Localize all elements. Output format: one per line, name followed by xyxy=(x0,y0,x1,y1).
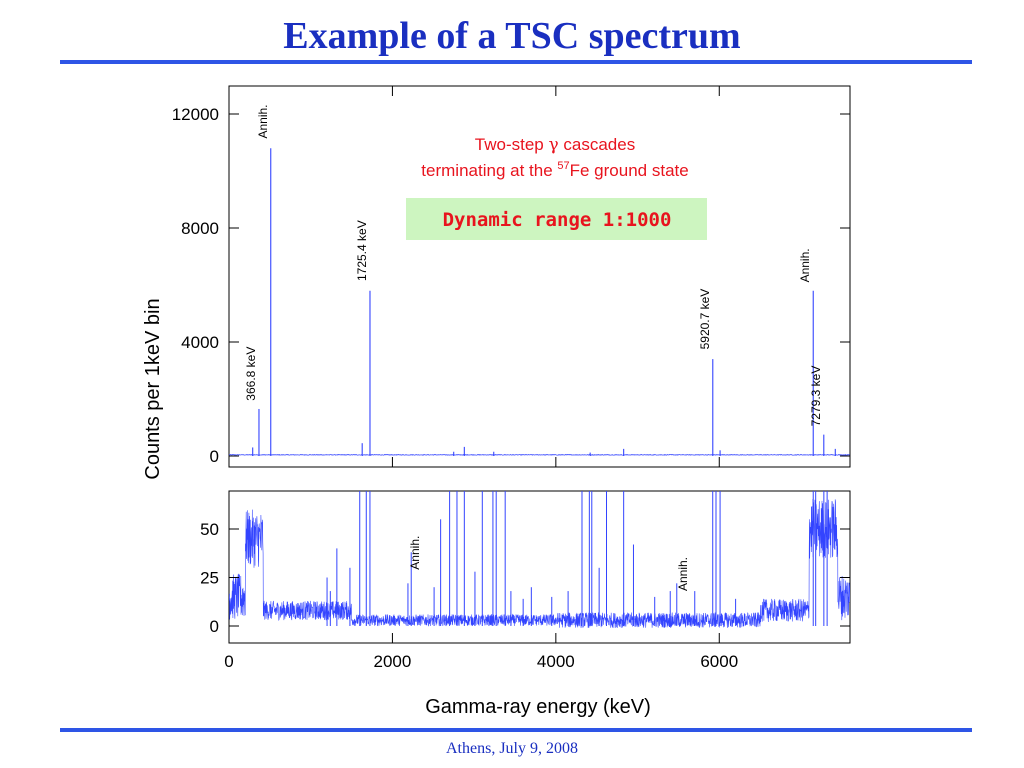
upper-plot-frame xyxy=(228,85,851,468)
y-tick-label: 0 xyxy=(210,617,219,636)
slide-footer: Athens, July 9, 2008 xyxy=(446,740,578,757)
lower-spectrum-group xyxy=(229,491,850,629)
footer-rule xyxy=(60,728,972,732)
peak-annotation: 1725.4 keV xyxy=(355,220,369,281)
lower-spectrum-noise xyxy=(229,498,850,629)
y-tick-label: 25 xyxy=(200,569,219,588)
y-tick-label: 12000 xyxy=(172,105,219,124)
dynamic-range-box xyxy=(406,198,707,240)
x-tick-label: 6000 xyxy=(700,652,738,671)
cascade-caption-line1: Two-step γ cascades xyxy=(475,135,635,155)
x-tick-label: 2000 xyxy=(374,652,412,671)
title-rule xyxy=(60,60,972,64)
y-axis-label: Counts per 1keV bin xyxy=(142,298,164,479)
peak-annotation: Annih. xyxy=(798,248,812,282)
peak-annotation: Annih. xyxy=(256,104,270,138)
peak-annotation: 5920.7 keV xyxy=(698,289,712,350)
upper-spectrum-baseline xyxy=(228,454,850,456)
x-tick-label: 4000 xyxy=(537,652,575,671)
dynamic-range-label: Dynamic range 1:1000 xyxy=(443,209,672,231)
cascade-caption-line2: terminating at the 57Fe ground state xyxy=(421,160,688,180)
peak-annotation: 7279.3 keV xyxy=(809,366,823,427)
peak-annotation: Annih. xyxy=(408,536,422,570)
y-tick-label: 4000 xyxy=(181,333,219,352)
y-tick-label: 8000 xyxy=(181,219,219,238)
slide-title: Example of a TSC spectrum xyxy=(283,15,741,57)
x-axis-label: Gamma-ray energy (keV) xyxy=(425,696,651,718)
peak-annotation: Annih. xyxy=(676,557,690,591)
peak-annotation: 366.8 keV xyxy=(244,347,258,401)
y-tick-label: 0 xyxy=(210,447,219,466)
x-tick-label: 0 xyxy=(224,652,233,671)
y-tick-label: 50 xyxy=(200,520,219,539)
